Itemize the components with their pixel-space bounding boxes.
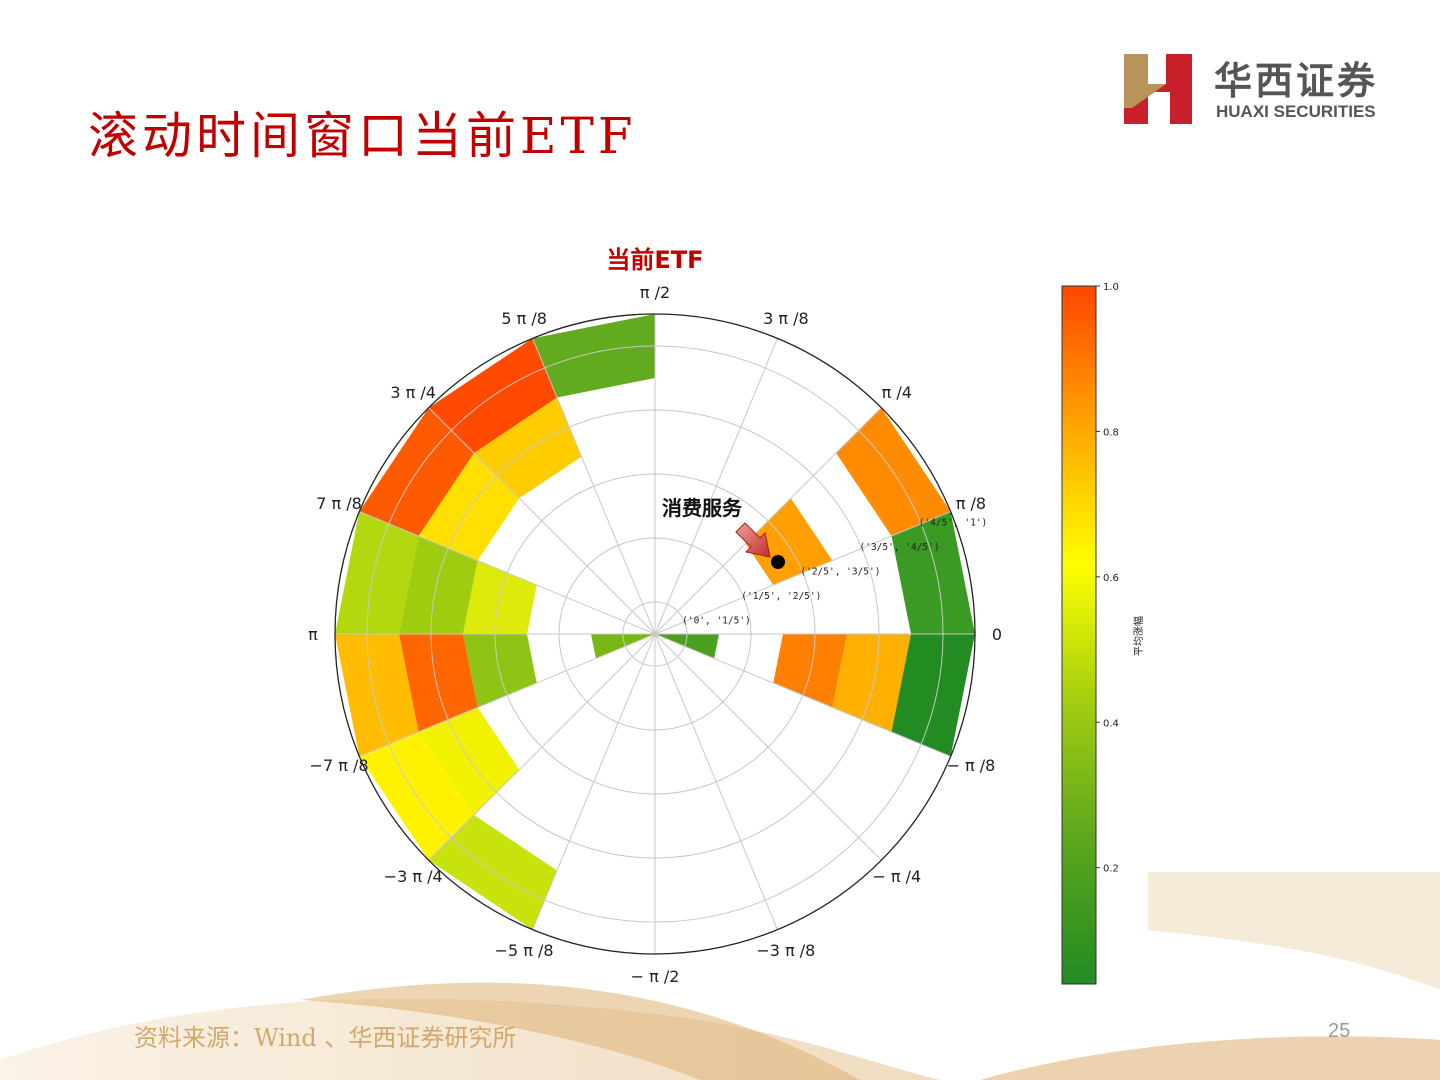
chart-title: 当前ETF [606, 246, 704, 274]
radial-bin-label: ('0', '1/5') [682, 616, 751, 627]
polar-bar [418, 707, 520, 816]
radial-bin-label: ('1/5', '2/5') [741, 591, 821, 602]
colorbar-label: 平均涨幅 [1132, 616, 1145, 656]
polar-bar [891, 634, 975, 757]
angle-tick-label: −7 π /8 [310, 756, 369, 775]
angle-tick-label: −3 π /8 [756, 941, 815, 960]
polar-bar [463, 560, 537, 634]
source-note: 资料来源：Wind 、华西证券研究所 [134, 1024, 517, 1052]
angle-tick-label: 5 π /8 [501, 309, 547, 328]
colorbar-tick-label: 1.0 [1103, 282, 1119, 293]
radial-bin-label: ('3/5', '4/5') [860, 542, 940, 553]
radial-bin-label: ('4/5', '1') [919, 518, 988, 529]
angle-tick-label: − π /8 [947, 756, 996, 775]
arrow-icon [735, 522, 771, 558]
polar-bar [532, 314, 655, 398]
polar-outer-frame [334, 313, 976, 955]
polar-bar [335, 511, 419, 634]
huaxi-h-icon [1124, 54, 1192, 124]
angle-tick-label: 3 π /8 [763, 309, 809, 328]
angle-tick-label: 0 [992, 625, 1002, 644]
polar-bar [473, 397, 582, 499]
angle-tick-label: π /2 [640, 283, 670, 302]
angle-tick-label: − π /2 [631, 967, 680, 986]
slide-title: 滚动时间窗口当前ETF [88, 107, 637, 165]
colorbar-tick-label: 0.8 [1103, 427, 1119, 438]
colorbar-gradient [1061, 285, 1097, 985]
polar-bar [773, 634, 847, 708]
polar-bar [832, 634, 911, 732]
radial-bin-labels: ('0', '1/5') ('1/5', '2/5') ('2/5', '3/5')… [682, 518, 987, 627]
angle-tick-label: 7 π /8 [316, 494, 362, 513]
angle-tick-label: −3 π /4 [384, 867, 443, 886]
angle-tick-label: π /8 [956, 494, 986, 513]
polar-bar [891, 511, 975, 634]
huaxi-logo: 华西证券 HUAXI SECURITIES [1122, 48, 1412, 128]
colorbar-tick-label: 0.2 [1103, 864, 1119, 875]
annotation: 消费服务 [662, 496, 785, 569]
annotation-label: 消费服务 [662, 496, 743, 520]
angle-tick-label: π /4 [882, 383, 912, 402]
logo-text-en: HUAXI SECURITIES [1216, 102, 1376, 121]
angle-tick-label: π [308, 625, 318, 644]
angle-tick-label: 3 π /4 [390, 383, 436, 402]
polar-bar [399, 536, 478, 634]
radial-bin-label: ('2/5', '3/5') [800, 567, 880, 578]
page-number: 25 [1328, 1020, 1351, 1042]
colorbar-tick-label: 0.4 [1103, 718, 1119, 729]
polar-bar [745, 498, 833, 586]
colorbar-tick-label: 0.6 [1103, 573, 1119, 584]
logo-text-cn: 华西证券 [1214, 58, 1379, 103]
polar-bar [335, 634, 419, 757]
marker-dot [771, 555, 785, 569]
colorbar: 0.2 0.4 0.6 0.8 1.0 平均涨幅 [1061, 282, 1145, 985]
angle-tick-labels: 0 π /8 π /4 3 π /8 π /2 5 π /8 3 π /4 7 π /8 π −7… [308, 283, 1002, 986]
angle-tick-label: − π /4 [872, 867, 921, 886]
polar-gridlines [334, 313, 976, 955]
polar-bar [399, 634, 478, 732]
polar-bar [463, 634, 537, 708]
polar-bar [418, 452, 520, 561]
angle-tick-label: −5 π /8 [495, 941, 554, 960]
